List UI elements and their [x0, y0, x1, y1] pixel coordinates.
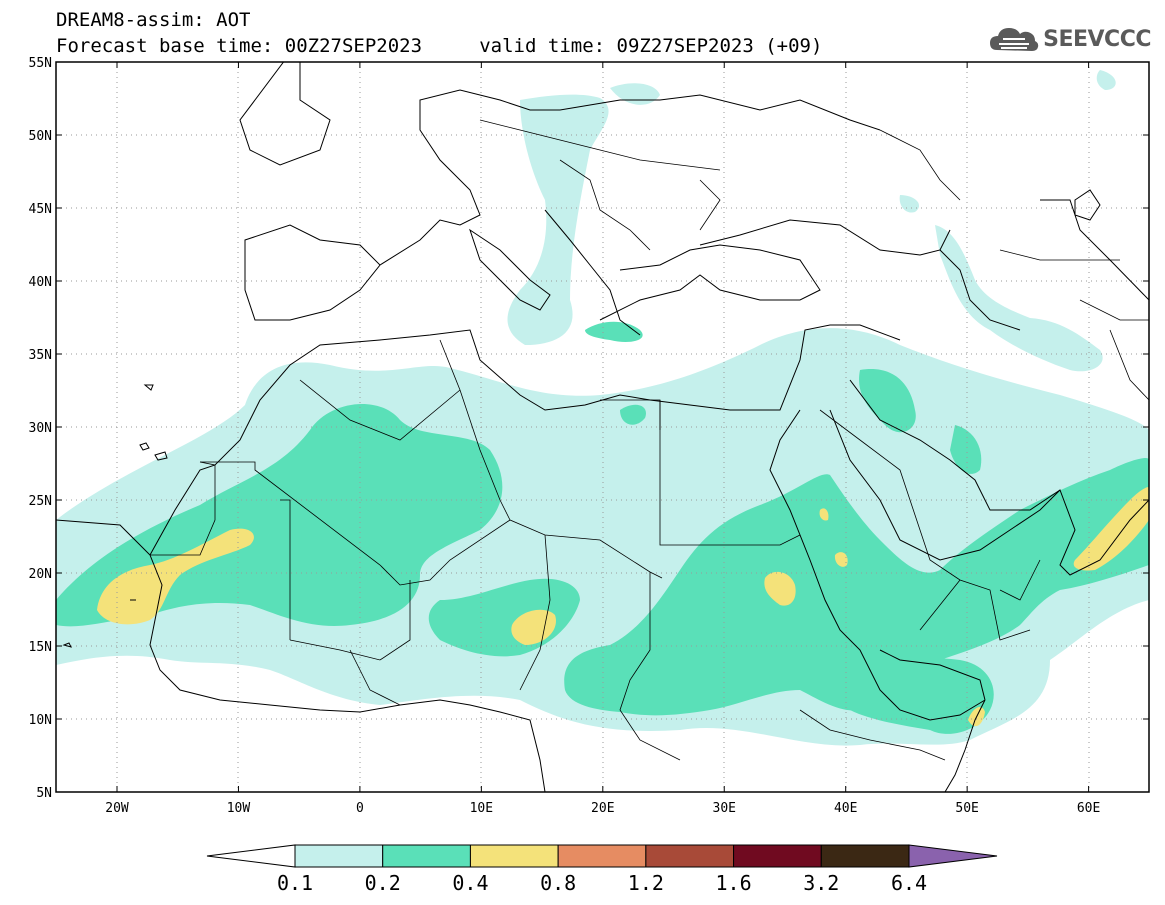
colorbar-label: 6.4	[891, 871, 927, 895]
colorbar-segment	[557, 844, 647, 868]
lat-label: 25N	[29, 494, 52, 509]
product-title: DREAM8-assim: AOT	[56, 9, 251, 31]
colorbar-segments	[206, 844, 998, 868]
lon-label: 20W	[105, 801, 129, 816]
lat-label: 20N	[29, 567, 52, 582]
logo-text: SEEVCCC	[1043, 26, 1151, 52]
colorbar-segment	[733, 844, 822, 868]
lon-label: 10E	[470, 801, 493, 816]
colorbar-label: 0.8	[540, 871, 576, 895]
lat-label: 35N	[29, 348, 52, 363]
lat-label: 15N	[29, 640, 52, 655]
time-info: Forecast base time: 00Z27SEP2023 valid t…	[56, 35, 823, 57]
aot-band-high	[97, 487, 1149, 727]
axis-ticks	[56, 61, 1149, 793]
country-borders	[150, 119, 1149, 761]
cloud-icon	[990, 28, 1039, 51]
colorbar-label: 0.4	[452, 871, 488, 895]
colorbar-label: 3.2	[803, 871, 839, 895]
lat-label: 30N	[29, 421, 52, 436]
colorbar-label: 1.6	[716, 871, 752, 895]
colorbar: 0.1 0.2 0.4 0.8 1.2 1.6 3.2 6.4	[206, 844, 998, 895]
colorbar-lower-cap	[206, 844, 296, 868]
lon-label: 40E	[834, 801, 857, 816]
lon-label: 60E	[1077, 801, 1100, 816]
lon-label: 0	[356, 801, 364, 816]
colorbar-segment	[294, 844, 384, 868]
colorbar-label: 0.2	[365, 871, 401, 895]
colorbar-label: 1.2	[628, 871, 664, 895]
lon-label: 10W	[227, 801, 251, 816]
grid-lines	[56, 62, 1149, 792]
colorbar-label: 0.1	[277, 871, 313, 895]
colorbar-segment	[469, 844, 559, 868]
lat-label: 55N	[29, 56, 52, 71]
lat-label: 5N	[36, 786, 52, 801]
lon-label: 20E	[591, 801, 614, 816]
colorbar-labels: 0.1 0.2 0.4 0.8 1.2 1.6 3.2 6.4	[277, 871, 927, 895]
lat-label: 50N	[29, 129, 52, 144]
lon-gridlines	[116, 62, 1090, 792]
lon-label: 30E	[713, 801, 736, 816]
lon-label: 50E	[955, 801, 978, 816]
longitude-labels: 20W 10W 0 10E 20E 30E 40E 50E 60E	[105, 801, 1100, 816]
colorbar-upper-cap	[908, 844, 998, 868]
lat-label: 45N	[29, 202, 52, 217]
seevccc-logo: SEEVCCC	[989, 24, 1151, 54]
colorbar-segment	[382, 844, 471, 868]
coastlines	[56, 62, 1149, 792]
colorbar-segment	[820, 844, 910, 868]
map-islands	[62, 384, 168, 648]
lat-label: 10N	[29, 713, 52, 728]
lat-label: 40N	[29, 275, 52, 290]
colorbar-segment	[645, 844, 735, 868]
latitude-labels: 55N 50N 45N 40N 35N 30N 25N 20N 15N 10N 5N	[29, 56, 52, 801]
